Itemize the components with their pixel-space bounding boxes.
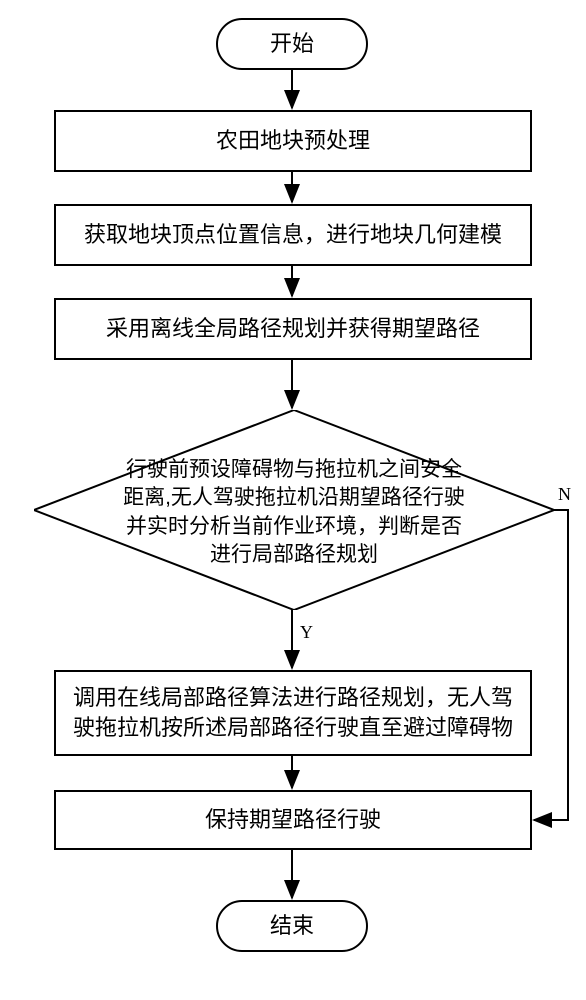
node-decision: 行驶前预设障碍物与拖拉机之间安全 距离,无人驾驶拖拉机沿期望路径行驶 并实时分析… [34,410,554,610]
p3-label: 采用离线全局路径规划并获得期望路径 [100,310,486,348]
node-end: 结束 [216,900,368,952]
edge-yes-label: Y [300,622,313,642]
p4-label: 调用在线局部路径算法进行路径规划，无人驾 驶拖拉机按所述局部路径行驶直至避过障碍… [67,679,519,746]
start-label: 开始 [264,25,320,63]
p1-label: 农田地块预处理 [210,122,376,160]
node-keep-path: 保持期望路径行驶 [54,790,532,850]
decision-label: 行驶前预设障碍物与拖拉机之间安全 距离,无人驾驶拖拉机沿期望路径行驶 并实时分析… [117,452,471,573]
node-get-vertices: 获取地块顶点位置信息，进行地块几何建模 [54,204,532,266]
node-start: 开始 [216,18,368,70]
p5-label: 保持期望路径行驶 [199,801,387,839]
end-label: 结束 [264,907,320,945]
node-global-path: 采用离线全局路径规划并获得期望路径 [54,298,532,360]
node-local-path: 调用在线局部路径算法进行路径规划，无人驾 驶拖拉机按所述局部路径行驶直至避过障碍… [54,670,532,756]
node-preprocess: 农田地块预处理 [54,110,532,172]
edge-no-label: N [558,484,571,504]
p2-label: 获取地块顶点位置信息，进行地块几何建模 [78,216,508,254]
